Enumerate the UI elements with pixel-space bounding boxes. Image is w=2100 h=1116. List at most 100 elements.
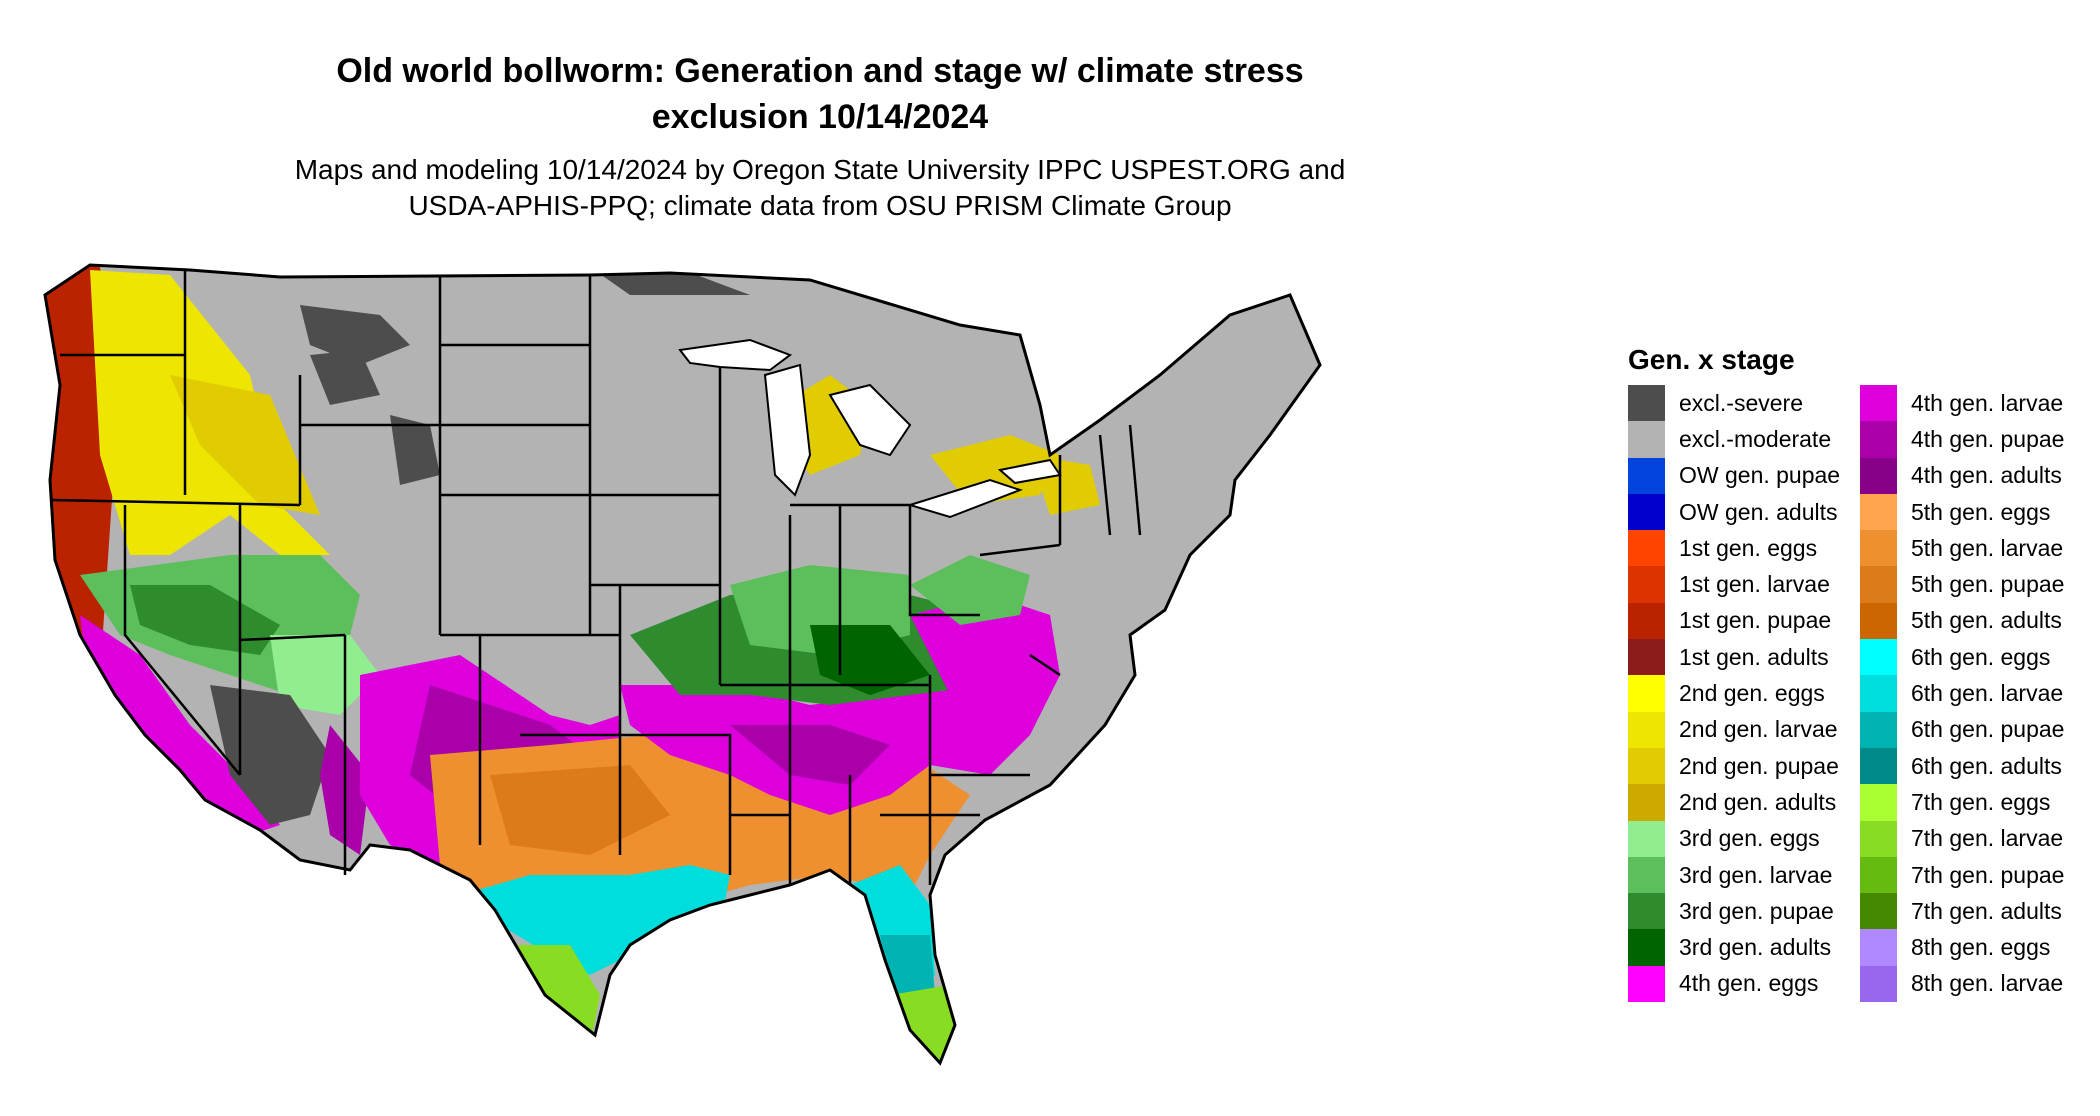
legend-swatch (1860, 675, 1897, 712)
legend-label: 1st gen. adults (1679, 643, 1829, 670)
legend-label: 5th gen. larvae (1911, 534, 2064, 561)
legend-item: 3rd gen. larvae (1628, 856, 1863, 894)
legend-label: 7th gen. larvae (1911, 825, 2064, 852)
legend-swatch (1860, 566, 1897, 603)
legend-swatch (1860, 820, 1897, 857)
legend-swatch (1860, 457, 1897, 494)
legend-item: 6th gen. larvae (1860, 675, 2095, 712)
legend-item: 3rd gen. adults (1628, 929, 1863, 966)
legend-label: 8th gen. larvae (1911, 970, 2064, 997)
legend-swatch (1860, 747, 1897, 785)
legend-item: 6th gen. eggs (1860, 639, 2095, 676)
legend-item: 2nd gen. adults (1628, 784, 1863, 821)
legend-label: 2nd gen. pupae (1679, 752, 1839, 779)
legend-label: 4th gen. larvae (1911, 389, 2064, 416)
legend: excl.-severe excl.-moderate OW gen. pupae O… (1628, 385, 2088, 1005)
legend-label: excl.-moderate (1679, 425, 1832, 452)
legend-item: 4th gen. eggs (1628, 965, 1863, 1003)
legend-item: 1st gen. larvae (1628, 566, 1863, 603)
legend-swatch (1628, 385, 1665, 422)
legend-swatch (1860, 385, 1897, 422)
legend-item: 6th gen. adults (1860, 747, 2095, 785)
legend-label: 5th gen. adults (1911, 607, 2062, 634)
legend-label: 6th gen. adults (1911, 752, 2062, 779)
legend-item: OW gen. pupae (1628, 457, 1863, 494)
legend-item: 2nd gen. eggs (1628, 675, 1863, 712)
legend-swatch (1628, 566, 1665, 603)
legend-label: 6th gen. larvae (1911, 680, 2064, 707)
map-title: Old world bollworm: Generation and stage… (160, 48, 1480, 140)
title-line-1: Old world bollworm: Generation and stage… (336, 52, 1304, 90)
legend-label: 3rd gen. larvae (1679, 861, 1833, 888)
legend-item: 3rd gen. eggs (1628, 820, 1863, 857)
map-subtitle: Maps and modeling 10/14/2024 by Oregon S… (160, 152, 1480, 224)
legend-label: 6th gen. eggs (1911, 643, 2051, 670)
legend-swatch (1628, 530, 1665, 567)
legend-item: excl.-severe (1628, 385, 1863, 422)
legend-label: OW gen. pupae (1679, 462, 1841, 489)
legend-label: 6th gen. pupae (1911, 716, 2065, 743)
legend-item: 5th gen. larvae (1860, 530, 2095, 567)
legend-item: 7th gen. eggs (1860, 784, 2095, 821)
legend-label: 4th gen. pupae (1911, 425, 2065, 452)
legend-item: 7th gen. pupae (1860, 856, 2095, 894)
legend-swatch (1860, 929, 1897, 966)
legend-item: 5th gen. pupae (1860, 566, 2095, 603)
legend-swatch (1628, 457, 1665, 494)
legend-swatch (1628, 929, 1665, 966)
legend-item: 1st gen. adults (1628, 639, 1863, 676)
legend-swatch (1628, 675, 1665, 712)
legend-swatch (1628, 820, 1665, 857)
legend-label: 1st gen. pupae (1679, 607, 1832, 634)
legend-swatch (1860, 639, 1897, 676)
legend-column-2: 4th gen. larvae 4th gen. pupae 4th gen. ad… (1860, 385, 2095, 1003)
legend-item: excl.-moderate (1628, 421, 1863, 458)
legend-swatch (1628, 639, 1665, 676)
legend-item: 2nd gen. pupae (1628, 747, 1863, 785)
legend-swatch (1860, 602, 1897, 640)
legend-item: 8th gen. eggs (1860, 929, 2095, 966)
legend-swatch (1628, 856, 1665, 894)
legend-item: 7th gen. larvae (1860, 820, 2095, 857)
legend-label: 1st gen. eggs (1679, 534, 1818, 561)
legend-title: Gen. x stage (1628, 344, 1795, 375)
legend-label: 3rd gen. adults (1679, 934, 1832, 961)
legend-swatch (1628, 784, 1665, 821)
legend-swatch (1860, 965, 1897, 1003)
legend-label: 7th gen. eggs (1911, 788, 2051, 815)
legend-label: excl.-severe (1679, 389, 1803, 416)
legend-label: 5th gen. pupae (1911, 571, 2065, 598)
legend-swatch (1860, 711, 1897, 748)
legend-item: 5th gen. adults (1860, 602, 2095, 640)
legend-label: 2nd gen. adults (1679, 788, 1837, 815)
legend-item: 5th gen. eggs (1860, 493, 2095, 531)
legend-column-1: excl.-severe excl.-moderate OW gen. pupae O… (1628, 385, 1863, 1003)
legend-label: 4th gen. eggs (1679, 970, 1819, 997)
legend-label: 8th gen. eggs (1911, 934, 2051, 961)
legend-item: 2nd gen. larvae (1628, 711, 1863, 748)
subtitle-line-2: USDA-APHIS-PPQ; climate data from OSU PR… (408, 190, 1232, 221)
legend-item: 4th gen. larvae (1860, 385, 2095, 422)
legend-item: 1st gen. eggs (1628, 530, 1863, 567)
legend-swatch (1628, 602, 1665, 640)
legend-swatch (1628, 893, 1665, 930)
legend-item: 3rd gen. pupae (1628, 893, 1863, 930)
legend-label: OW gen. adults (1679, 498, 1838, 525)
legend-label: 2nd gen. eggs (1679, 680, 1825, 707)
legend-item: 8th gen. larvae (1860, 965, 2095, 1003)
legend-item: 6th gen. pupae (1860, 711, 2095, 748)
subtitle-line-1: Maps and modeling 10/14/2024 by Oregon S… (294, 154, 1346, 185)
legend-swatch (1628, 711, 1665, 748)
legend-swatch (1628, 965, 1665, 1003)
legend-label: 3rd gen. pupae (1679, 897, 1834, 924)
legend-label: 7th gen. adults (1911, 897, 2062, 924)
legend-swatch (1860, 893, 1897, 930)
legend-item: 7th gen. adults (1860, 893, 2095, 930)
legend-swatch (1860, 493, 1897, 531)
legend-swatch (1628, 493, 1665, 531)
legend-swatch (1860, 530, 1897, 567)
legend-label: 3rd gen. eggs (1679, 825, 1820, 852)
legend-swatch (1860, 856, 1897, 894)
legend-item: 4th gen. pupae (1860, 421, 2095, 458)
title-line-2: exclusion 10/14/2024 (651, 98, 989, 136)
